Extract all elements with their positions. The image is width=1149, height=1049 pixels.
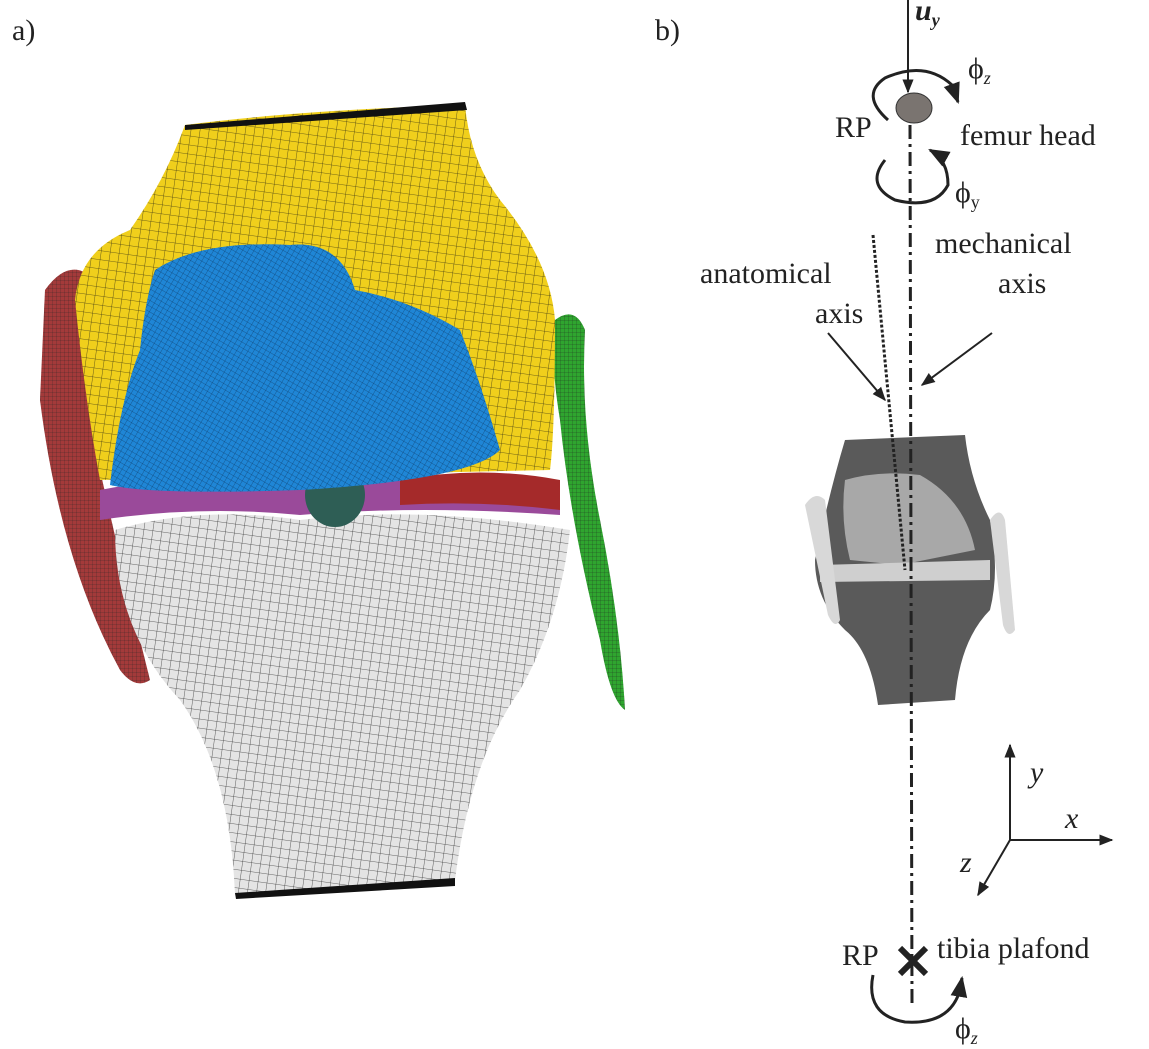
axis-label: y	[1027, 756, 1044, 789]
rotation-label: ϕz	[955, 1012, 978, 1048]
femur-rp-point	[896, 93, 932, 123]
mechanical-axis-label: axis	[998, 267, 1046, 300]
page: a) b) uy ϕz RP femur head ϕy mechanical …	[0, 0, 1149, 1049]
subscript: z	[983, 68, 991, 88]
displacement-label: uy	[915, 0, 941, 30]
rotation-label: ϕy	[955, 176, 980, 212]
z-axis-arrow	[978, 840, 1010, 895]
subscript: y	[971, 192, 980, 212]
mechanical-axis-line	[910, 125, 912, 1005]
axis-label: z	[959, 846, 972, 879]
rp-label: RP	[842, 939, 879, 972]
mesh-overlay	[115, 514, 570, 895]
symbol: ϕ	[955, 176, 971, 209]
rotation-arrow	[877, 150, 948, 203]
rp-label: RP	[835, 111, 872, 144]
panel-label: a)	[12, 14, 35, 47]
knee-mesh	[40, 102, 625, 899]
pointer-arrow	[828, 333, 885, 400]
anatomical-axis-label: anatomical	[700, 257, 832, 290]
figure: a) b) uy ϕz RP femur head ϕy mechanical …	[0, 0, 1149, 1049]
tibia-plafond-label: tibia plafond	[937, 932, 1089, 965]
subscript: z	[970, 1028, 978, 1048]
symbol: ϕ	[955, 1012, 971, 1045]
femur-head-label: femur head	[960, 119, 1096, 152]
rotation-label: ϕz	[968, 52, 991, 88]
panel-label: b)	[655, 14, 680, 47]
symbol: ϕ	[968, 52, 984, 85]
mechanical-axis-label: mechanical	[935, 227, 1072, 260]
subscript: y	[930, 10, 941, 30]
rotation-arrow	[872, 975, 962, 1022]
axis-label: x	[1064, 802, 1079, 835]
pointer-arrow	[922, 333, 992, 385]
anatomical-axis-label: axis	[815, 297, 863, 330]
symbol: u	[915, 0, 932, 27]
mesh-overlay	[553, 314, 625, 710]
